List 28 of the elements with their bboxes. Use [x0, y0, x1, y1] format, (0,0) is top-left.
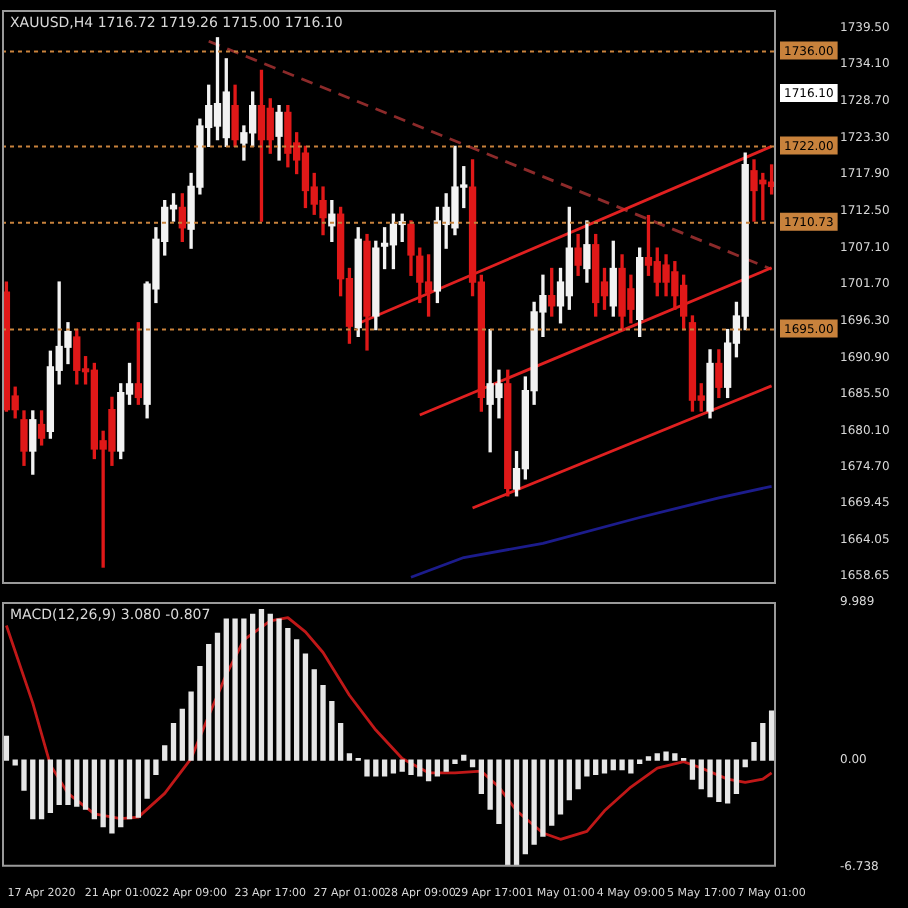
bar	[82, 759, 89, 810]
bar	[768, 710, 775, 761]
bar	[258, 609, 265, 761]
bar	[126, 759, 133, 820]
bar	[381, 759, 388, 777]
bar	[557, 759, 564, 815]
bar	[390, 759, 397, 774]
bar	[724, 759, 731, 804]
bar	[434, 759, 441, 777]
bar	[337, 723, 344, 761]
bar	[425, 759, 432, 782]
bar	[346, 753, 353, 761]
bar	[689, 759, 696, 780]
bar	[91, 759, 98, 820]
bar	[408, 759, 414, 776]
bar	[601, 759, 608, 774]
bar	[214, 632, 221, 761]
bar	[170, 723, 177, 761]
bar	[513, 759, 520, 866]
bar	[47, 759, 54, 814]
bar	[707, 759, 713, 798]
bar	[469, 759, 476, 768]
bar	[3, 735, 10, 761]
bar	[733, 759, 740, 795]
bar	[38, 759, 45, 820]
bar	[65, 759, 71, 806]
bar	[302, 653, 309, 761]
bar	[364, 759, 370, 777]
